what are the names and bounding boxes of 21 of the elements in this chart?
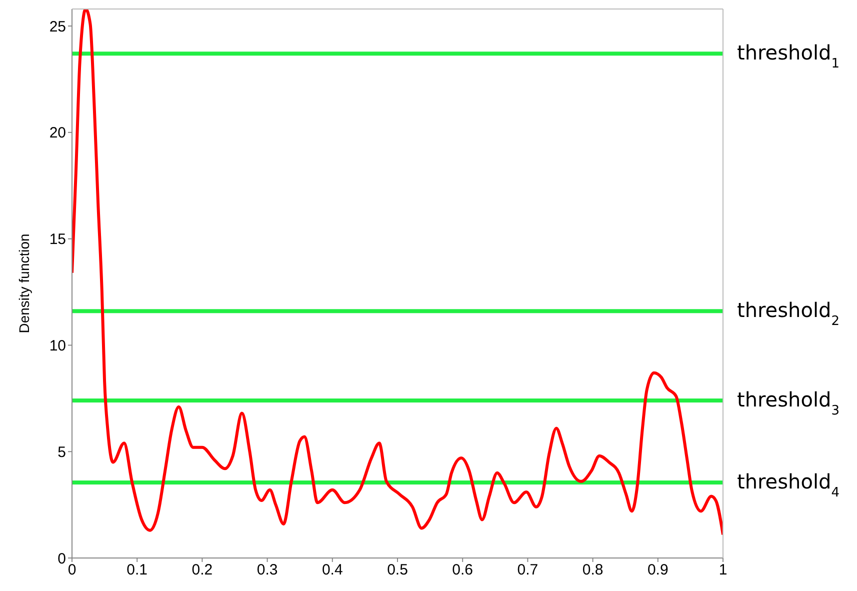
x-tick-label: 0.8 [582, 562, 604, 579]
y-tick-label: 10 [49, 338, 66, 355]
y-tick-label: 0 [58, 550, 66, 568]
x-tick-label: 0.9 [647, 562, 668, 579]
y-tick-label: 5 [58, 444, 66, 461]
ref-line-label: threshold$_{2}$ [737, 298, 840, 329]
ref-line-label: threshold$_{4}$ [737, 469, 840, 500]
x-tick-label: 0.2 [192, 562, 213, 579]
x-tick-label: 0.3 [256, 562, 278, 579]
x-tick-label: 0.5 [387, 562, 408, 579]
x-tick-label: 0.7 [517, 562, 538, 579]
y-tick-label: 20 [49, 124, 66, 142]
x-tick-label: 0.6 [452, 562, 474, 579]
y-tick-label: 25 [49, 18, 66, 36]
ref-line-label: threshold$_{1}$ [737, 40, 840, 72]
y-tick-label: 15 [49, 231, 66, 248]
x-tick-label: 1 [718, 562, 728, 579]
y-axis-title: Density function [16, 234, 32, 334]
x-tick-label: 0.1 [126, 562, 148, 579]
ref-line-label: threshold$_{3}$ [737, 388, 840, 418]
x-tick-label: 0.4 [322, 562, 343, 579]
